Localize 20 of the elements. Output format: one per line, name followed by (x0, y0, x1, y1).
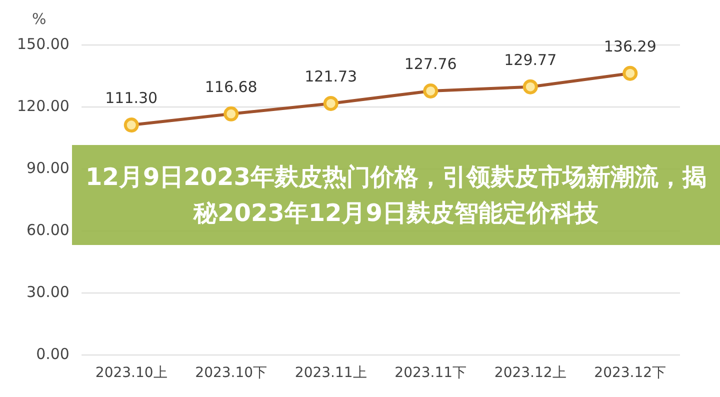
text: 111.30 (105, 89, 158, 108)
x-tick-label: 2023.10上 (95, 365, 168, 382)
x-tick-label: 2023.12上 (494, 365, 566, 382)
text: 121.73 (304, 67, 358, 86)
y-tick-label: 120.00 (16, 96, 70, 115)
y-tick-label: 0.00 (36, 345, 70, 364)
x-tick-label: 2023.11下 (394, 365, 467, 382)
text: 127.76 (404, 54, 457, 73)
y-tick-label: 30.00 (26, 283, 70, 302)
text: 129.77 (504, 50, 557, 69)
y-tick-label: 90.00 (26, 158, 70, 177)
y-tick-label: 60.00 (26, 221, 70, 240)
x-tick-label: 2023.12下 (594, 365, 666, 382)
y-axis-title: % (32, 10, 46, 28)
text: 12月9日2023年麸皮热门价格，引领麸皮市场新潮流，揭秘2023年12月9日麸皮智能定价科技 (72, 145, 720, 245)
x-tick-label: 2023.11上 (294, 365, 367, 382)
x-tick-label: 2023.10下 (195, 365, 268, 382)
text: 136.29 (604, 37, 656, 56)
y-tick-label: 150.00 (16, 34, 70, 53)
text: 116.68 (204, 78, 258, 96)
